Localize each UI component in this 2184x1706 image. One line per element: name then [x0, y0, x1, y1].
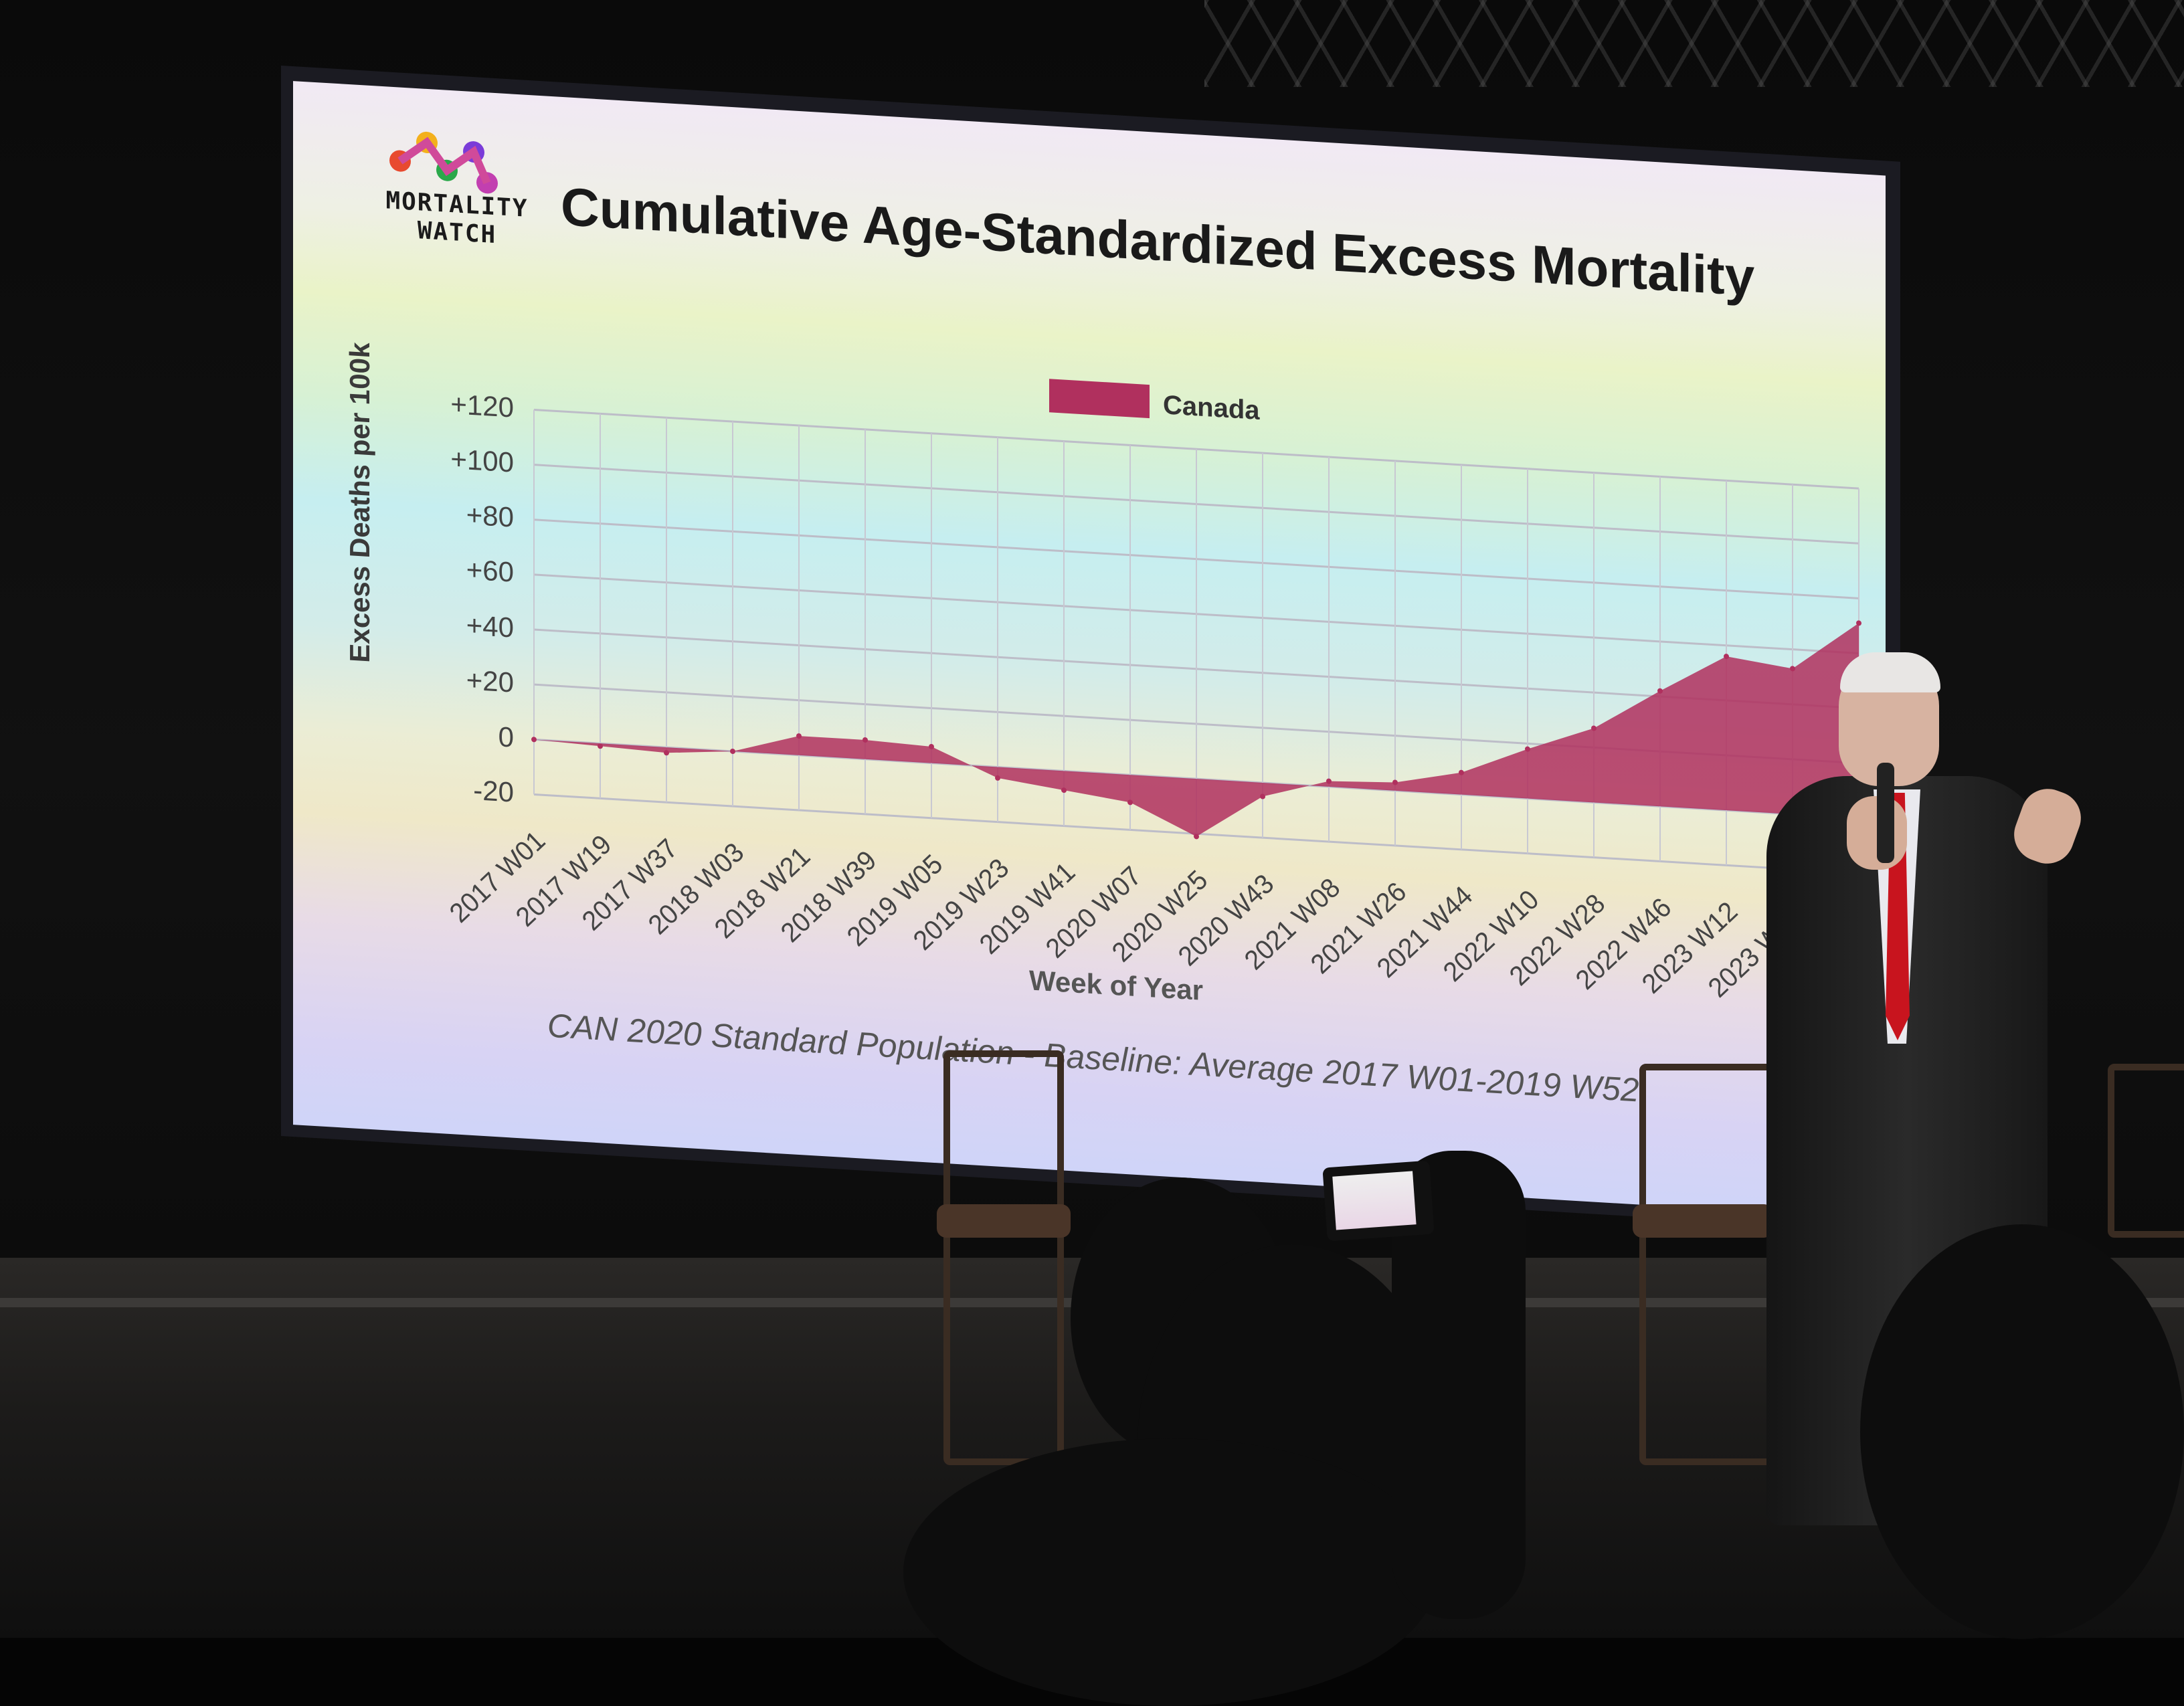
data-point	[1591, 725, 1597, 731]
data-point	[796, 733, 802, 739]
audience-head-3	[1860, 1224, 2184, 1639]
data-point	[1724, 654, 1729, 660]
excess-mortality-chart	[531, 408, 1861, 874]
y-tick-label: +80	[466, 498, 514, 533]
y-tick-label: -20	[473, 774, 514, 808]
data-point	[1127, 799, 1133, 805]
presentation-slide: MORTALITY WATCH Cumulative Age-Standardi…	[293, 81, 1886, 1220]
data-point	[1657, 688, 1663, 694]
data-point	[1790, 666, 1795, 672]
y-tick-label: +120	[450, 388, 514, 423]
data-point	[862, 737, 868, 743]
stool-left	[943, 1050, 1064, 1465]
stool-center	[1639, 1064, 1773, 1465]
speaker-hair	[1840, 652, 1940, 692]
data-point	[1392, 779, 1398, 785]
y-tick-label: +20	[466, 664, 514, 698]
legend-label: Canada	[1163, 390, 1260, 425]
data-point	[598, 743, 603, 749]
y-axis-label: Excess Deaths per 100k	[344, 341, 375, 664]
data-point	[1260, 793, 1265, 799]
projection-screen: MORTALITY WATCH Cumulative Age-Standardi…	[281, 66, 1900, 1232]
audience-head-4	[903, 1438, 1439, 1706]
data-point	[664, 750, 669, 756]
data-point	[1061, 787, 1067, 793]
series-area-canada	[534, 623, 1859, 837]
phone-screen	[1332, 1171, 1417, 1230]
data-point	[531, 737, 537, 743]
data-point	[1326, 778, 1332, 784]
y-tick-label: +40	[466, 609, 514, 644]
mortality-watch-logo-icon	[389, 131, 498, 194]
stool-right	[2108, 1064, 2184, 1238]
stool-center-seat	[1633, 1204, 1773, 1238]
y-tick-label: +60	[466, 553, 514, 589]
data-point	[730, 748, 735, 754]
data-point	[929, 743, 934, 749]
y-tick-label: 0	[498, 721, 514, 753]
audience-phone	[1322, 1160, 1435, 1242]
data-point	[995, 775, 1000, 781]
y-tick-label: +100	[450, 443, 514, 478]
data-point	[1459, 769, 1464, 775]
stool-left-seat	[937, 1204, 1071, 1238]
microphone	[1877, 763, 1894, 863]
data-point	[1856, 620, 1861, 626]
lighting-truss	[1204, 0, 2184, 87]
data-point	[1194, 834, 1199, 840]
data-point	[1525, 746, 1530, 752]
legend-swatch	[1049, 379, 1150, 419]
